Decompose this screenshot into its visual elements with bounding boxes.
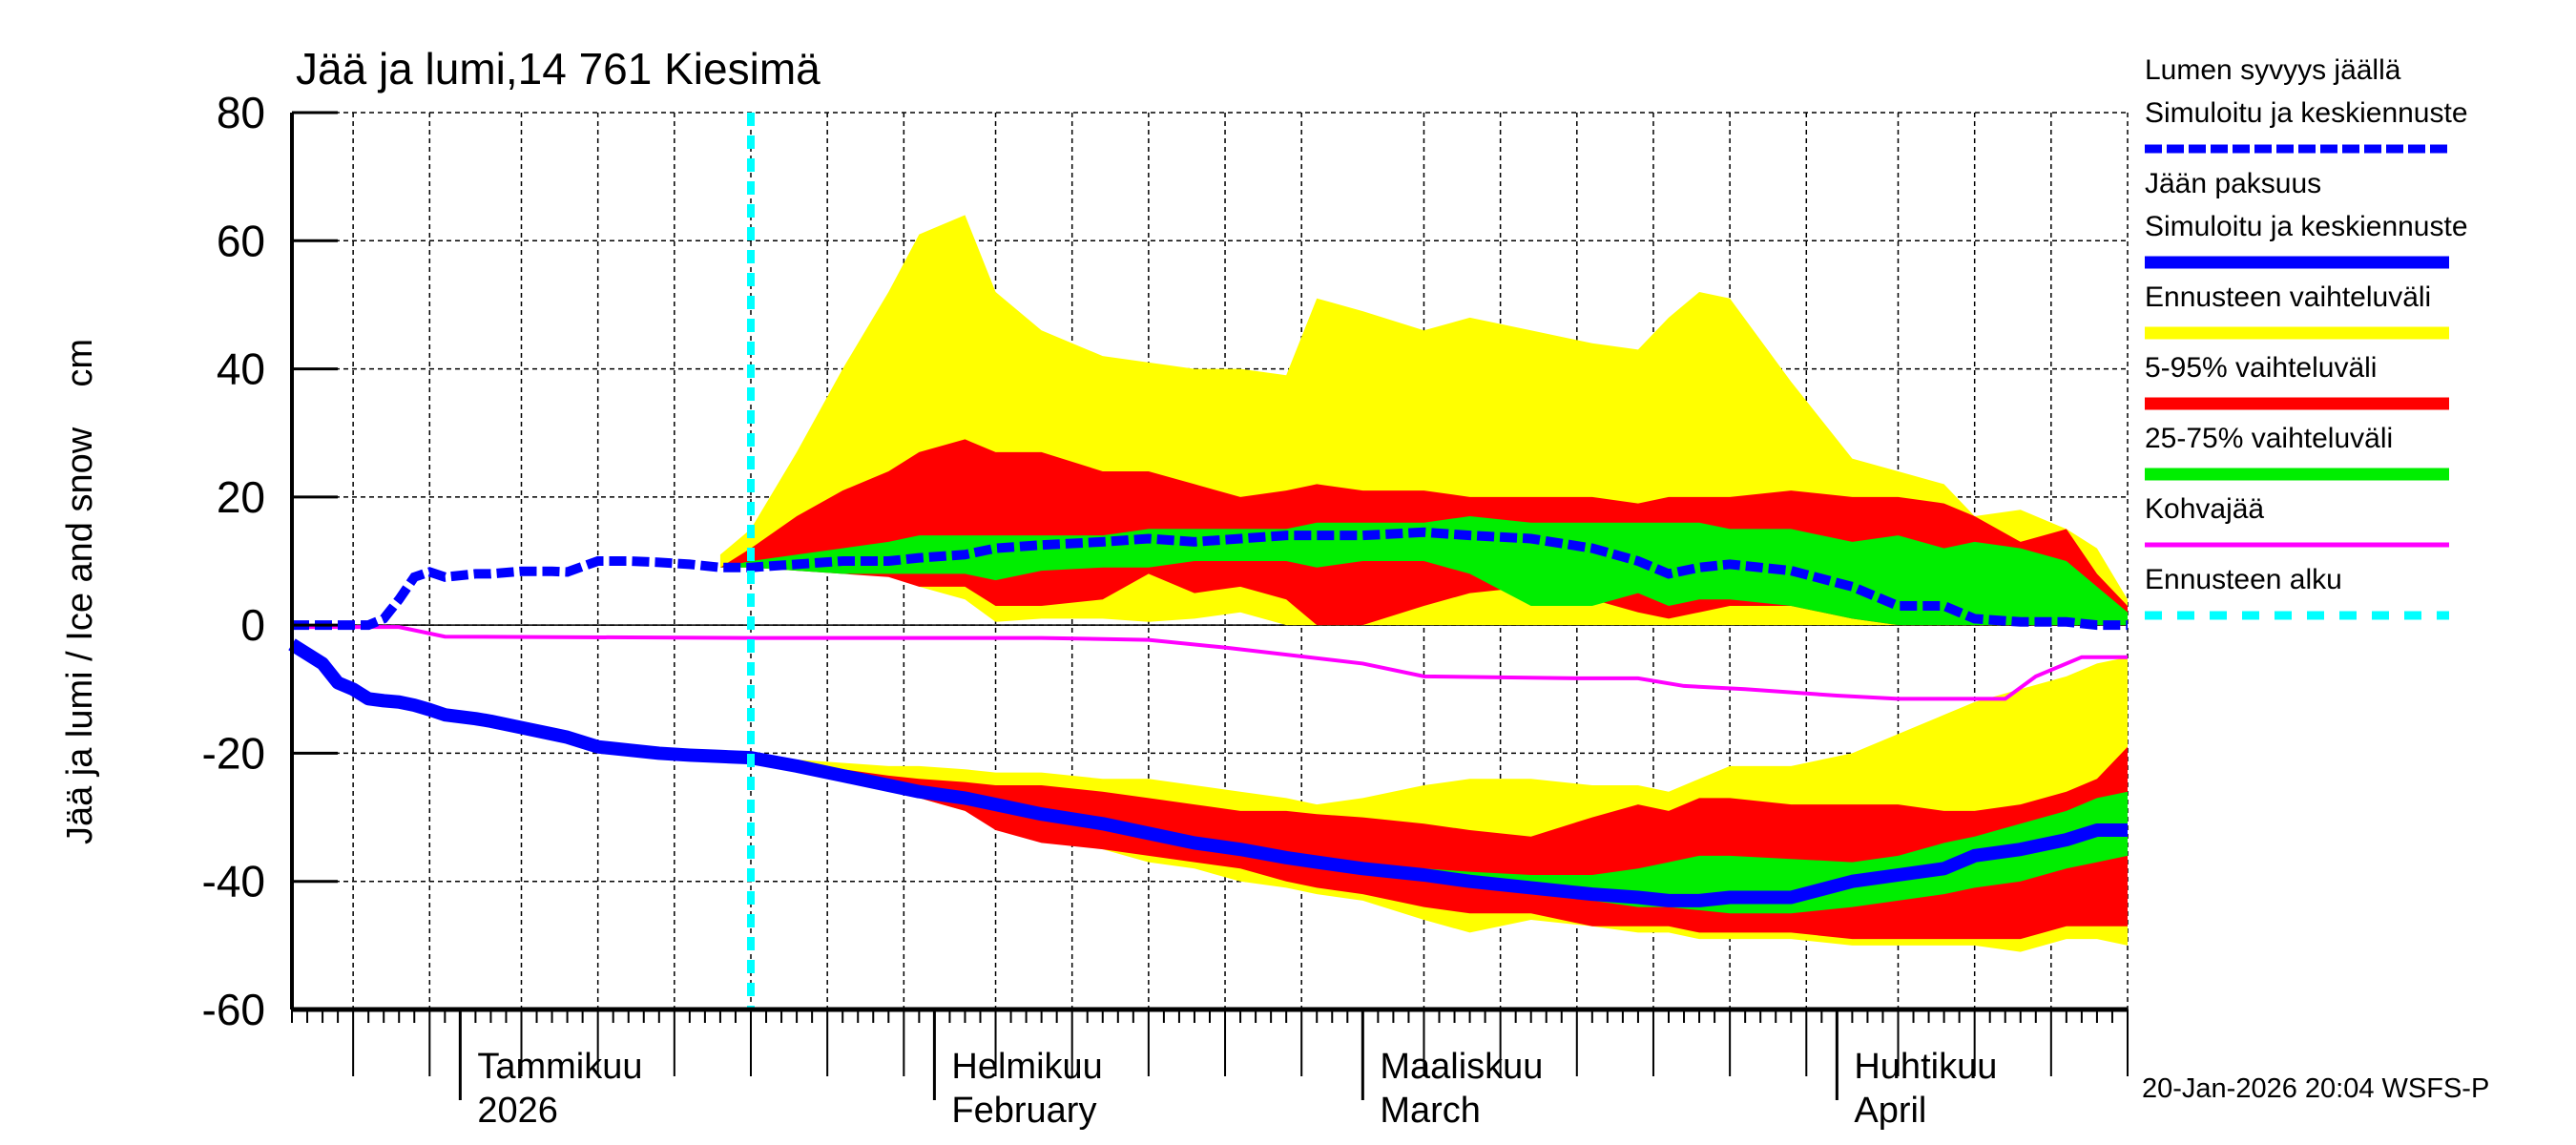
legend: Lumen syvyys jäällä Simuloitu ja keskienn… bbox=[2145, 54, 2468, 620]
legend-label: Simuloitu ja keskiennuste bbox=[2145, 211, 2468, 242]
y-tick-label: 20 bbox=[217, 472, 265, 522]
footer-timestamp: 20-Jan-2026 20:04 WSFS-P bbox=[2142, 1073, 2489, 1104]
month-label: Maaliskuu bbox=[1380, 1047, 1543, 1087]
legend-label: 25-75% vaihteluväli bbox=[2145, 423, 2393, 454]
y-axis-label: Jää ja lumi / Ice and snow cm bbox=[60, 339, 100, 844]
legend-label: Ennusteen vaihteluväli bbox=[2145, 281, 2431, 313]
forecast-bands bbox=[719, 215, 2128, 952]
legend-label: Kohvajää bbox=[2145, 493, 2264, 525]
y-tick-label: 0 bbox=[240, 600, 265, 650]
y-tick-label: 80 bbox=[217, 88, 265, 137]
legend-label: Ennusteen alku bbox=[2145, 564, 2342, 595]
legend-label: 5-95% vaihteluväli bbox=[2145, 352, 2377, 384]
month-label: Helmikuu bbox=[951, 1047, 1102, 1087]
month-label-en: March bbox=[1380, 1091, 1481, 1131]
y-tick-label: -60 bbox=[202, 985, 265, 1034]
snow-depth-line bbox=[292, 527, 2128, 631]
legend-label: Jään paksuus bbox=[2145, 168, 2321, 199]
month-label: Huhtikuu bbox=[1854, 1047, 1997, 1087]
month-label: Tammikuu bbox=[477, 1047, 642, 1087]
y-tick-label: -20 bbox=[202, 728, 265, 778]
y-tick-label: -40 bbox=[202, 857, 265, 906]
month-label-en: 2026 bbox=[477, 1091, 558, 1131]
y-tick-label: 40 bbox=[217, 344, 265, 394]
legend-label: Simuloitu ja keskiennuste bbox=[2145, 97, 2468, 129]
month-label-en: February bbox=[951, 1091, 1096, 1131]
month-label-en: April bbox=[1854, 1091, 1926, 1131]
ice-thickness-line bbox=[288, 638, 2128, 907]
ice-25-75-band bbox=[719, 756, 2128, 914]
kohvajaa-line bbox=[292, 625, 2128, 701]
chart-title: Jää ja lumi,14 761 Kiesimä bbox=[296, 44, 821, 94]
legend-label: Lumen syvyys jäällä bbox=[2145, 54, 2401, 86]
y-tick-label: 60 bbox=[217, 216, 265, 265]
series-lines bbox=[288, 113, 2128, 1010]
